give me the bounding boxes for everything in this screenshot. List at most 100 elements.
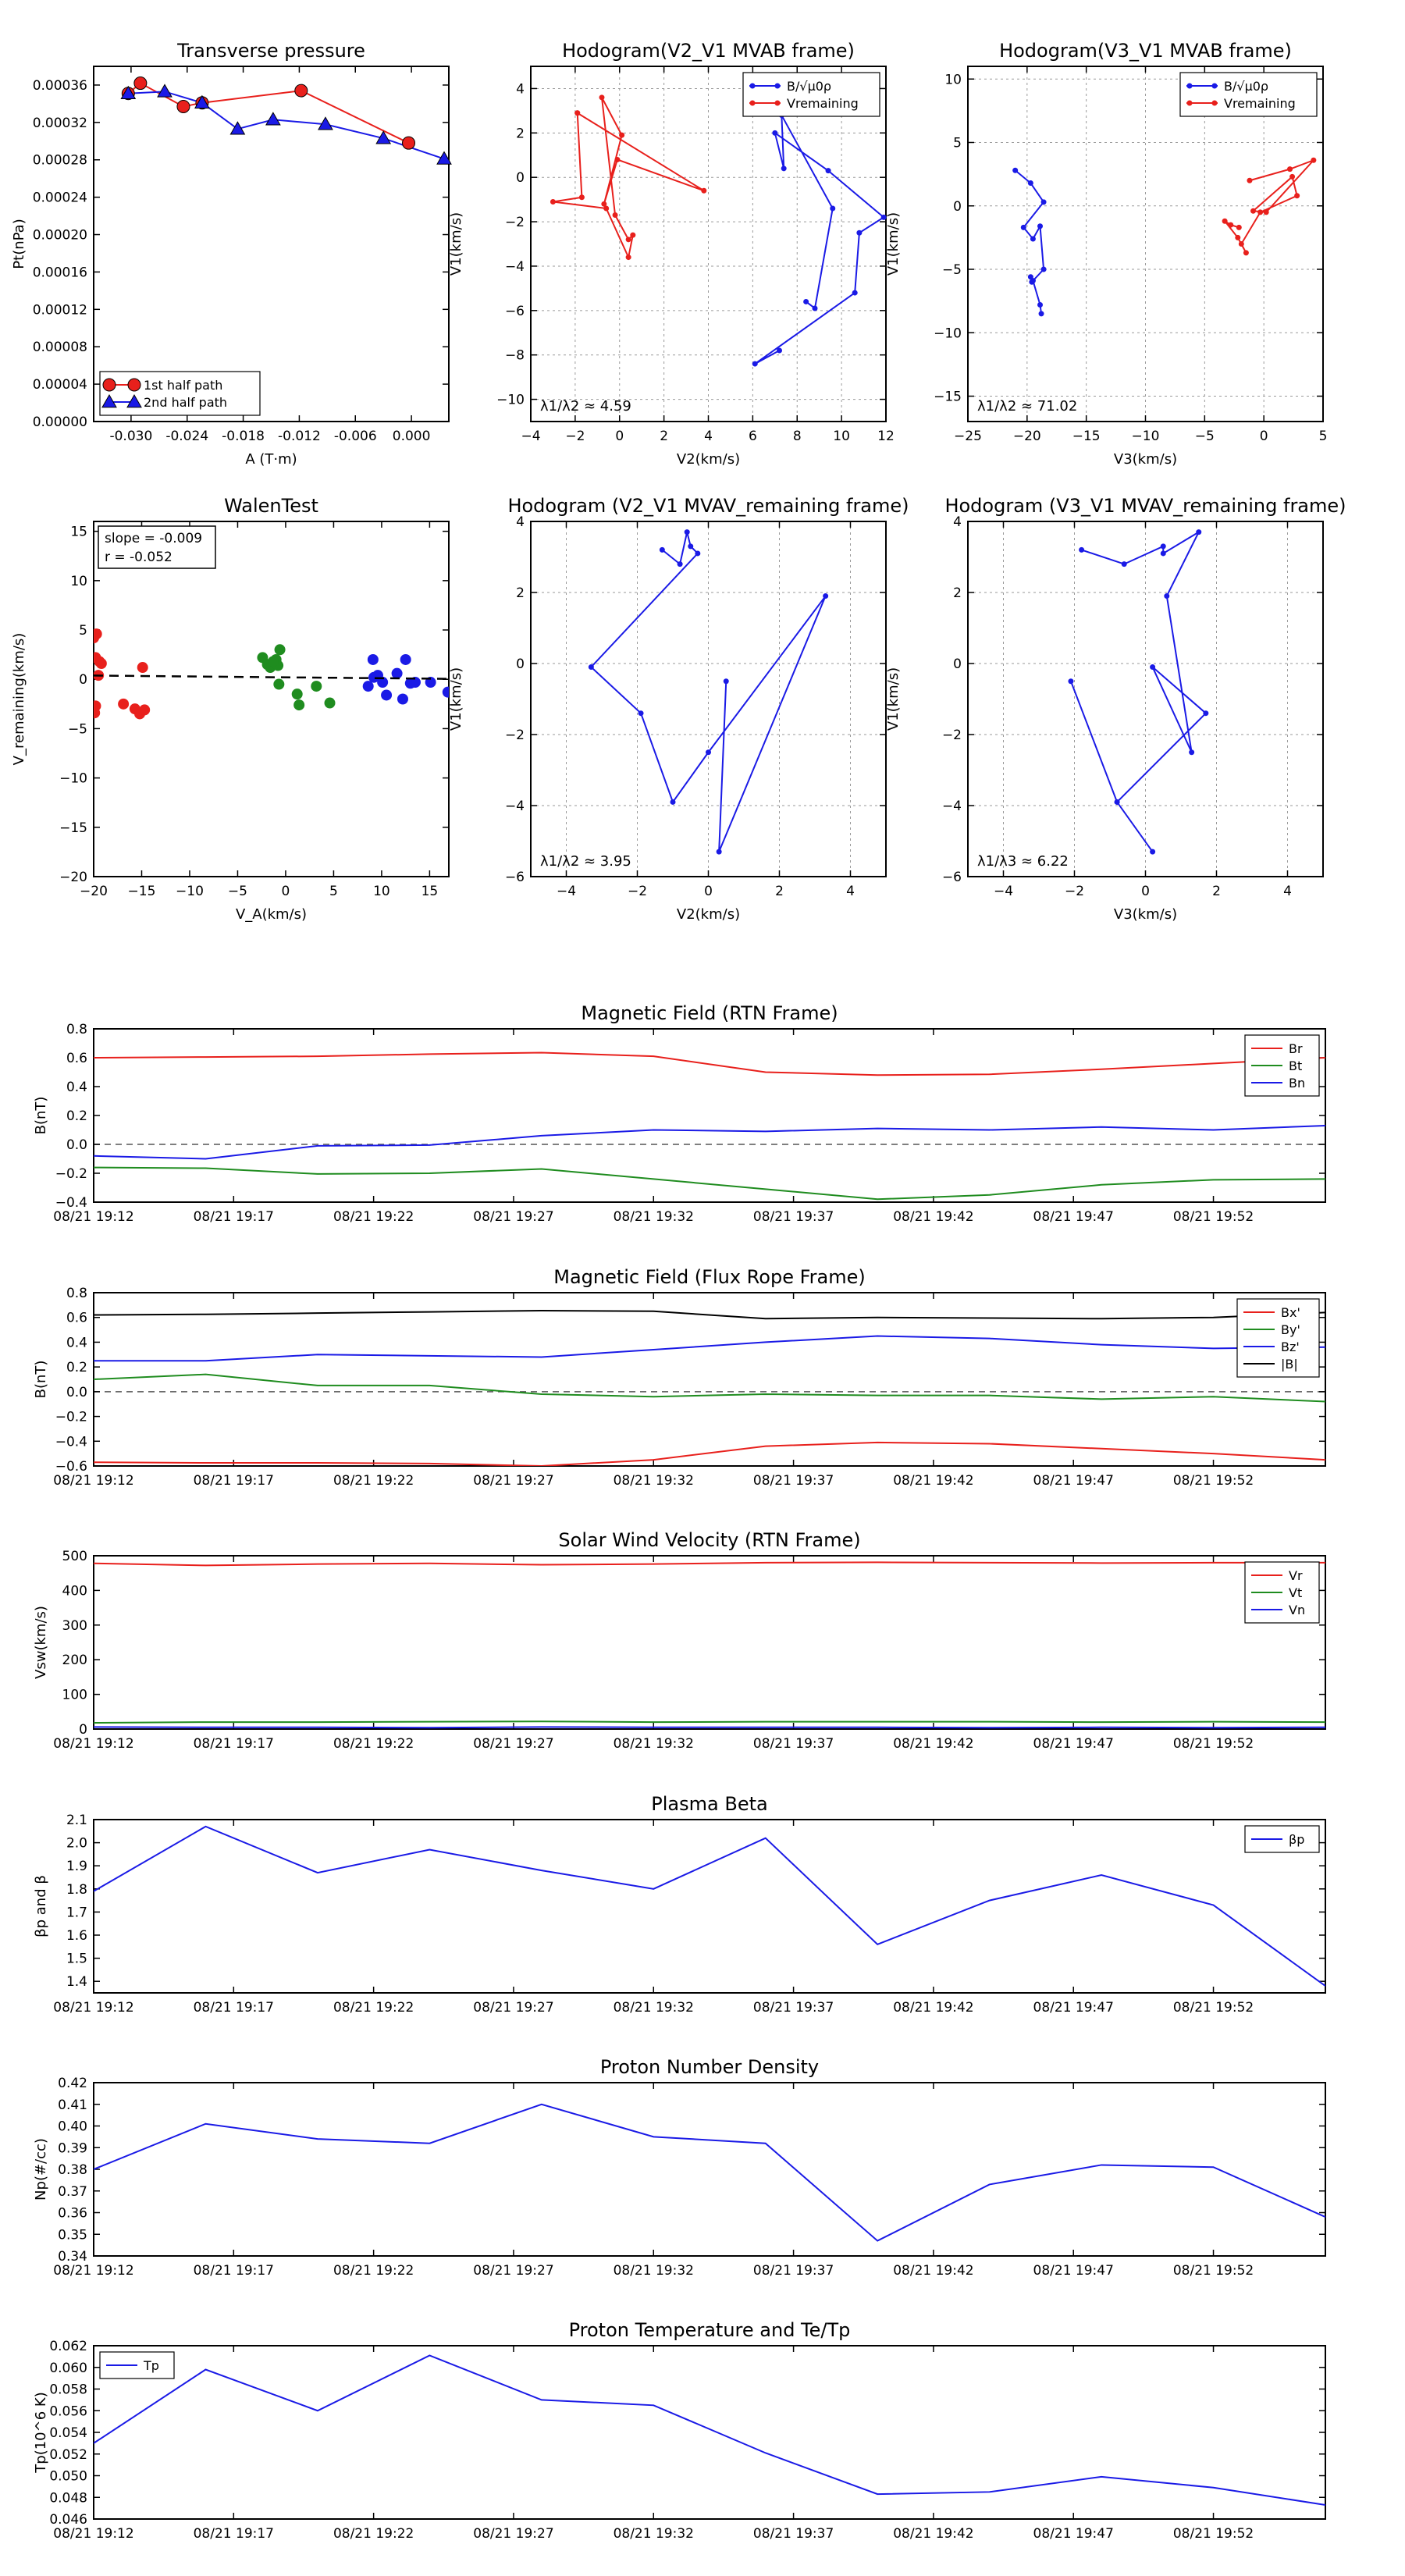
y-tick-label: 0.40 [58,2119,87,2135]
y-tick-label: 0.2 [66,1108,87,1124]
x-tick-label: −2 [565,429,585,444]
x-tick-label: 08/21 19:22 [333,1736,414,1752]
x-tick-label: 8 [793,429,802,444]
data-point [599,94,605,101]
x-tick-label: −10 [1132,429,1160,444]
x-tick-label: -0.018 [222,429,265,444]
data-point [1228,222,1234,228]
y-tick-label: −8 [505,348,525,364]
y-tick-label: −15 [934,390,962,405]
legend-label: Br [1289,1041,1303,1056]
data-point [291,688,303,700]
data-point [1311,157,1317,163]
y-tick-label: 0.062 [49,2339,87,2354]
legend-label: Bz' [1281,1340,1300,1354]
data-point [830,205,836,212]
legend-label: Bt [1289,1059,1302,1073]
chart-title: Magnetic Field (RTN Frame) [581,1002,838,1024]
plot-frame [93,1028,1326,1203]
legend-label: Vremaining [787,96,859,111]
stats-line: slope = -0.009 [105,531,202,546]
data-point [670,799,676,805]
y-tick-label: 0.00000 [33,415,87,430]
series-layer [94,1561,1325,1729]
x-tick-label: 08/21 19:27 [473,2000,553,2016]
y-tick-label: −0.4 [55,1434,87,1450]
data-point [273,678,285,690]
y-axis-label: V1(km/s) [448,212,464,276]
series-line-tp [94,2354,1325,2506]
data-point [625,254,631,261]
data-point [400,653,411,665]
y-tick-label: 0.0 [66,1137,87,1153]
x-tick-label: 2 [1212,884,1221,899]
data-point [274,644,286,656]
data-point [630,232,636,238]
data-point [781,165,787,172]
x-tick-label: 08/21 19:42 [893,1473,973,1489]
data-point [1289,173,1296,180]
x-axis-label: V2(km/s) [677,451,740,468]
y-tick-label: 0.4 [66,1080,87,1095]
x-tick-label: 08/21 19:17 [194,2526,274,2542]
y-tick-label: 0.2 [66,1360,87,1375]
series-line-bz [94,1335,1325,1362]
y-tick-label: −20 [59,870,87,885]
data-point [659,546,665,553]
y-tick-label: 0 [79,1722,87,1738]
x-tick-label: 10 [833,429,850,444]
data-point [265,112,281,126]
stats-line: r = -0.052 [105,550,173,565]
x-tick-label: 08/21 19:32 [614,2526,694,2542]
series-line-b0 [1015,169,1045,315]
data-point [1160,550,1166,557]
y-tick-label: 0.056 [49,2403,87,2419]
x-tick-label: −10 [176,884,204,899]
plot-frame [93,1555,1326,1730]
y-tick-label: 0.35 [58,2227,87,2243]
data-point [1150,664,1156,671]
x-tick-label: 4 [846,884,855,899]
x-tick-label: 08/21 19:27 [473,1209,553,1225]
y-axis-label: V1(km/s) [448,667,464,731]
x-tick-label: −15 [128,884,156,899]
x-tick-label: 0 [1141,884,1150,899]
x-tick-label: 08/21 19:52 [1173,1473,1254,1489]
x-tick-label: 4 [1283,884,1292,899]
hodogram-v2-v1-mvab-chart: Hodogram(V2_V1 MVAB frame) −4 −2 0 2 4 6 8 10 12 −… [448,40,895,468]
x-tick-label: 08/21 19:32 [614,1473,694,1489]
data-point [137,662,148,674]
legend-label: 1st half path [144,378,222,393]
y-tick-label: 200 [62,1653,87,1668]
data-point [375,130,392,144]
y-tick-label: 0.6 [66,1311,87,1326]
y-tick-label: 1.5 [66,1952,87,1967]
data-point [772,130,778,136]
legend: Br Bt Bn [1244,1034,1320,1097]
plot-frame [93,521,450,877]
x-tick-label: −20 [1013,429,1041,444]
ratio-annotation: λ1/λ2 ≈ 71.02 [977,398,1077,415]
series-layer [94,1309,1325,1466]
y-tick-label: −10 [59,771,87,787]
x-tick-label: −25 [954,429,982,444]
magnetic-field-flux-rope-chart: Magnetic Field (Flux Rope Frame) 08/21 19… [33,1266,1326,1489]
chart-title: Transverse pressure [176,40,365,62]
legend-label: Tp [143,2358,159,2373]
y-tick-label: 0.8 [66,1022,87,1037]
data-point [716,849,722,855]
data-point [1029,279,1035,285]
data-point [362,681,374,692]
y-tick-label: 0.00020 [33,228,87,244]
y-tick-label: −2 [505,728,525,743]
x-tick-label: 08/21 19:22 [333,2263,414,2279]
x-tick-label: 08/21 19:27 [473,1736,553,1752]
x-tick-label: 0.000 [393,429,431,444]
y-tick-label: −0.2 [55,1166,87,1182]
x-tick-label: 5 [329,884,338,899]
data-point [94,707,101,719]
data-point [812,305,818,311]
legend-box [1179,72,1318,117]
y-tick-label: 0 [953,656,962,672]
data-point [1263,209,1269,215]
